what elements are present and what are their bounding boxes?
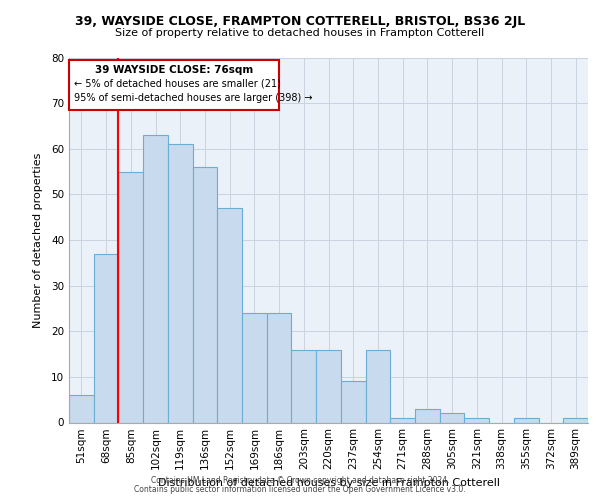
Bar: [69, 395, 94, 422]
Text: ← 5% of detached houses are smaller (21): ← 5% of detached houses are smaller (21): [74, 79, 281, 89]
Bar: [143, 135, 168, 422]
X-axis label: Distribution of detached houses by size in Frampton Cotterell: Distribution of detached houses by size …: [157, 478, 499, 488]
Bar: [94, 254, 118, 422]
Bar: [118, 172, 143, 422]
Bar: [242, 313, 267, 422]
Text: 39, WAYSIDE CLOSE, FRAMPTON COTTERELL, BRISTOL, BS36 2JL: 39, WAYSIDE CLOSE, FRAMPTON COTTERELL, B…: [75, 15, 525, 28]
Text: Contains HM Land Registry data © Crown copyright and database right 2024.: Contains HM Land Registry data © Crown c…: [151, 476, 449, 485]
Bar: [316, 350, 341, 422]
Bar: [365, 350, 390, 422]
Bar: [193, 167, 217, 422]
Y-axis label: Number of detached properties: Number of detached properties: [32, 152, 43, 328]
Text: Contains public sector information licensed under the Open Government Licence v3: Contains public sector information licen…: [134, 485, 466, 494]
Text: 39 WAYSIDE CLOSE: 76sqm: 39 WAYSIDE CLOSE: 76sqm: [95, 66, 253, 76]
Text: Size of property relative to detached houses in Frampton Cotterell: Size of property relative to detached ho…: [115, 28, 485, 38]
Bar: [563, 418, 588, 422]
Bar: [415, 409, 440, 422]
Bar: [341, 382, 365, 422]
FancyBboxPatch shape: [69, 60, 279, 110]
Bar: [514, 418, 539, 422]
Bar: [267, 313, 292, 422]
Bar: [390, 418, 415, 422]
Text: 95% of semi-detached houses are larger (398) →: 95% of semi-detached houses are larger (…: [74, 92, 313, 102]
Bar: [440, 414, 464, 422]
Bar: [292, 350, 316, 422]
Bar: [217, 208, 242, 422]
Bar: [464, 418, 489, 422]
Bar: [168, 144, 193, 422]
